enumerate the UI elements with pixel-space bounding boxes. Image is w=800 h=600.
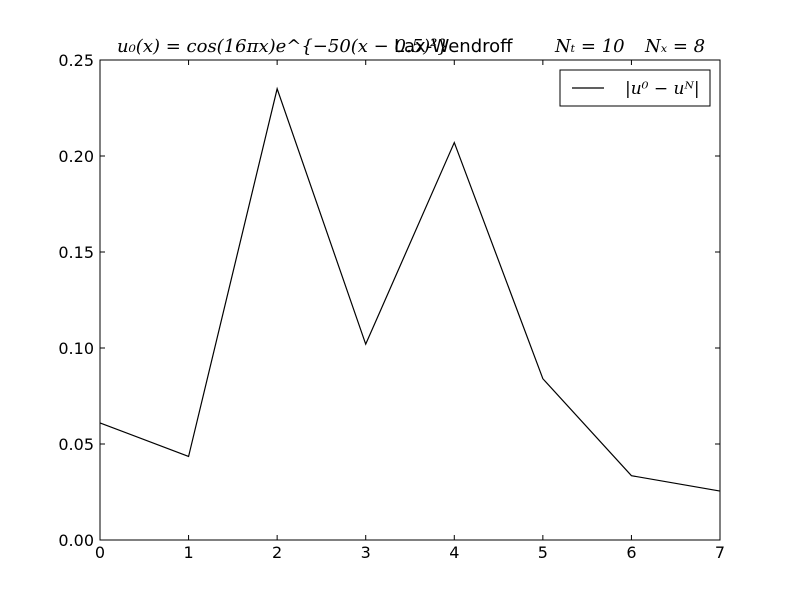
x-tick-label: 4 <box>449 543 459 562</box>
y-tick-label: 0.05 <box>58 435 94 454</box>
x-axis: 0 1 2 3 4 5 6 7 <box>95 60 725 562</box>
x-tick-label: 0 <box>95 543 105 562</box>
series-line <box>99 86 721 492</box>
x-tick-label: 1 <box>183 543 193 562</box>
plot-area <box>99 59 721 541</box>
x-tick-label: 5 <box>538 543 548 562</box>
y-tick-label: 0.10 <box>58 339 94 358</box>
title-formula: u₀(x) = cos(16πx)e^{−50(x − 0.5)²} <box>117 36 449 57</box>
legend: |u⁰ − uᴺ| <box>559 69 711 107</box>
y-tick-label: 0.20 <box>58 147 94 166</box>
title-method: Lax-Wendroff <box>394 36 513 57</box>
x-tick-label: 7 <box>715 543 725 562</box>
x-tick-label: 2 <box>272 543 282 562</box>
legend-label: |u⁰ − uᴺ| <box>625 79 700 99</box>
x-tick-label: 3 <box>361 543 371 562</box>
chart-title: u₀(x) = cos(16πx)e^{−50(x − 0.5)²} Lax-W… <box>117 36 705 57</box>
y-axis: 0.00 0.05 0.10 0.15 0.20 0.25 <box>58 51 720 550</box>
title-nt: Nₜ = 10 <box>554 36 625 57</box>
y-tick-label: 0.25 <box>58 51 94 70</box>
y-tick-label: 0.15 <box>58 243 94 262</box>
x-tick-label: 6 <box>626 543 636 562</box>
title-nx: Nₓ = 8 <box>644 36 705 57</box>
y-tick-label: 0.00 <box>58 531 94 550</box>
